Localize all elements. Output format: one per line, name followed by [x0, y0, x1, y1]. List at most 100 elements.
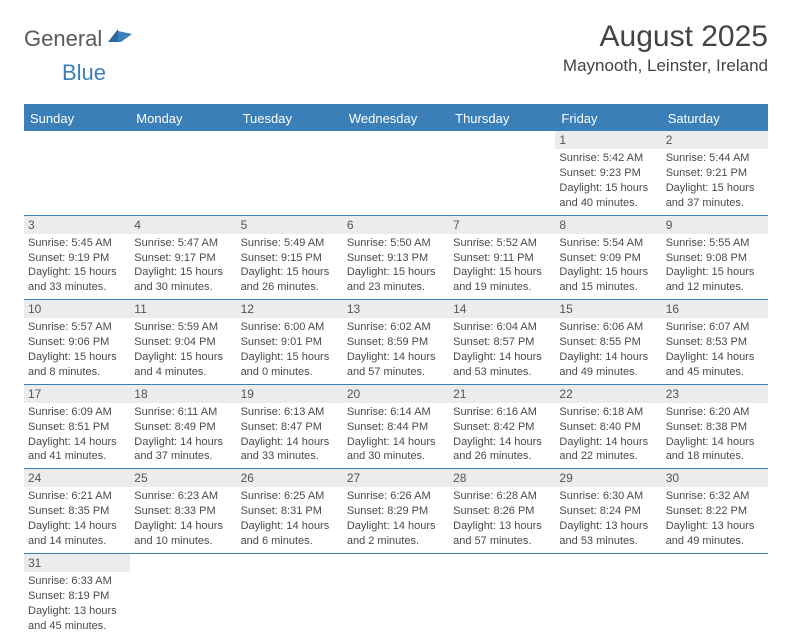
daylight-text: Daylight: 14 hours and 18 minutes. [666, 435, 764, 465]
daylight-text: Daylight: 15 hours and 19 minutes. [453, 265, 551, 295]
day-cell: 15Sunrise: 6:06 AMSunset: 8:55 PMDayligh… [555, 300, 661, 384]
daylight-text: Daylight: 15 hours and 26 minutes. [241, 265, 339, 295]
sunset-text: Sunset: 9:19 PM [28, 251, 126, 266]
daylight-text: Daylight: 14 hours and 49 minutes. [559, 350, 657, 380]
weeks-container: 1Sunrise: 5:42 AMSunset: 9:23 PMDaylight… [24, 131, 768, 637]
dow-saturday: Saturday [662, 106, 768, 131]
sunrise-text: Sunrise: 6:26 AM [347, 489, 445, 504]
daylight-text: Daylight: 15 hours and 33 minutes. [28, 265, 126, 295]
day-cell: 20Sunrise: 6:14 AMSunset: 8:44 PMDayligh… [343, 385, 449, 469]
day-cell: 18Sunrise: 6:11 AMSunset: 8:49 PMDayligh… [130, 385, 236, 469]
day-cell: 12Sunrise: 6:00 AMSunset: 9:01 PMDayligh… [237, 300, 343, 384]
day-cell: 23Sunrise: 6:20 AMSunset: 8:38 PMDayligh… [662, 385, 768, 469]
sunset-text: Sunset: 9:13 PM [347, 251, 445, 266]
day-number: 5 [237, 216, 343, 234]
sunset-text: Sunset: 8:53 PM [666, 335, 764, 350]
day-cell: 30Sunrise: 6:32 AMSunset: 8:22 PMDayligh… [662, 469, 768, 553]
daylight-text: Daylight: 14 hours and 45 minutes. [666, 350, 764, 380]
dow-sunday: Sunday [24, 106, 130, 131]
day-cell [237, 554, 343, 637]
day-number: 22 [555, 385, 661, 403]
day-cell [343, 131, 449, 215]
sunset-text: Sunset: 9:17 PM [134, 251, 232, 266]
week-row: 31Sunrise: 6:33 AMSunset: 8:19 PMDayligh… [24, 554, 768, 637]
sunset-text: Sunset: 8:26 PM [453, 504, 551, 519]
dow-wednesday: Wednesday [343, 106, 449, 131]
day-number: 28 [449, 469, 555, 487]
sunrise-text: Sunrise: 6:07 AM [666, 320, 764, 335]
sunrise-text: Sunrise: 6:00 AM [241, 320, 339, 335]
day-number: 20 [343, 385, 449, 403]
sunrise-text: Sunrise: 6:21 AM [28, 489, 126, 504]
sunset-text: Sunset: 8:33 PM [134, 504, 232, 519]
sunrise-text: Sunrise: 6:25 AM [241, 489, 339, 504]
day-cell: 25Sunrise: 6:23 AMSunset: 8:33 PMDayligh… [130, 469, 236, 553]
sunset-text: Sunset: 9:04 PM [134, 335, 232, 350]
daylight-text: Daylight: 13 hours and 49 minutes. [666, 519, 764, 549]
sunset-text: Sunset: 8:57 PM [453, 335, 551, 350]
day-number [662, 554, 768, 572]
sunset-text: Sunset: 8:59 PM [347, 335, 445, 350]
month-title: August 2025 [563, 20, 768, 54]
day-cell: 3Sunrise: 5:45 AMSunset: 9:19 PMDaylight… [24, 216, 130, 300]
daylight-text: Daylight: 13 hours and 57 minutes. [453, 519, 551, 549]
daylight-text: Daylight: 14 hours and 14 minutes. [28, 519, 126, 549]
sunset-text: Sunset: 8:44 PM [347, 420, 445, 435]
dow-friday: Friday [555, 106, 661, 131]
day-cell [130, 131, 236, 215]
week-row: 10Sunrise: 5:57 AMSunset: 9:06 PMDayligh… [24, 300, 768, 385]
sunrise-text: Sunrise: 5:44 AM [666, 151, 764, 166]
sunrise-text: Sunrise: 6:02 AM [347, 320, 445, 335]
day-number: 11 [130, 300, 236, 318]
day-number: 24 [24, 469, 130, 487]
sunrise-text: Sunrise: 6:11 AM [134, 405, 232, 420]
day-number: 26 [237, 469, 343, 487]
sunset-text: Sunset: 8:35 PM [28, 504, 126, 519]
day-cell [343, 554, 449, 637]
day-number: 9 [662, 216, 768, 234]
day-number [237, 554, 343, 572]
daylight-text: Daylight: 15 hours and 12 minutes. [666, 265, 764, 295]
day-cell [130, 554, 236, 637]
week-row: 3Sunrise: 5:45 AMSunset: 9:19 PMDaylight… [24, 216, 768, 301]
sunset-text: Sunset: 8:51 PM [28, 420, 126, 435]
day-cell: 5Sunrise: 5:49 AMSunset: 9:15 PMDaylight… [237, 216, 343, 300]
sunset-text: Sunset: 9:11 PM [453, 251, 551, 266]
day-cell: 9Sunrise: 5:55 AMSunset: 9:08 PMDaylight… [662, 216, 768, 300]
title-block: August 2025 Maynooth, Leinster, Ireland [563, 20, 768, 76]
daylight-text: Daylight: 15 hours and 8 minutes. [28, 350, 126, 380]
daylight-text: Daylight: 15 hours and 0 minutes. [241, 350, 339, 380]
daylight-text: Daylight: 15 hours and 23 minutes. [347, 265, 445, 295]
logo-text-blue: Blue [62, 60, 106, 85]
sunrise-text: Sunrise: 6:09 AM [28, 405, 126, 420]
sunset-text: Sunset: 8:42 PM [453, 420, 551, 435]
dow-thursday: Thursday [449, 106, 555, 131]
day-cell: 24 Sunrise: 6:21 AMSunset: 8:35 PMDayligh… [24, 469, 130, 553]
sunset-text: Sunset: 9:01 PM [241, 335, 339, 350]
week-row: 17Sunrise: 6:09 AMSunset: 8:51 PMDayligh… [24, 385, 768, 470]
day-cell: 4Sunrise: 5:47 AMSunset: 9:17 PMDaylight… [130, 216, 236, 300]
sunrise-text: Sunrise: 6:20 AM [666, 405, 764, 420]
day-cell [24, 131, 130, 215]
sunset-text: Sunset: 9:23 PM [559, 166, 657, 181]
day-cell: 31Sunrise: 6:33 AMSunset: 8:19 PMDayligh… [24, 554, 130, 637]
daylight-text: Daylight: 15 hours and 4 minutes. [134, 350, 232, 380]
daylight-text: Daylight: 14 hours and 57 minutes. [347, 350, 445, 380]
day-cell [555, 554, 661, 637]
day-of-week-header: Sunday Monday Tuesday Wednesday Thursday… [24, 106, 768, 131]
day-cell [237, 131, 343, 215]
daylight-text: Daylight: 14 hours and 30 minutes. [347, 435, 445, 465]
daylight-text: Daylight: 14 hours and 10 minutes. [134, 519, 232, 549]
day-number [24, 131, 130, 149]
daylight-text: Daylight: 15 hours and 15 minutes. [559, 265, 657, 295]
day-cell: 10Sunrise: 5:57 AMSunset: 9:06 PMDayligh… [24, 300, 130, 384]
sunrise-text: Sunrise: 5:50 AM [347, 236, 445, 251]
day-number: 15 [555, 300, 661, 318]
logo-text-general: General [24, 26, 102, 51]
sunrise-text: Sunrise: 5:42 AM [559, 151, 657, 166]
week-row: 1Sunrise: 5:42 AMSunset: 9:23 PMDaylight… [24, 131, 768, 216]
day-number [237, 131, 343, 149]
sunrise-text: Sunrise: 6:28 AM [453, 489, 551, 504]
day-cell: 19Sunrise: 6:13 AMSunset: 8:47 PMDayligh… [237, 385, 343, 469]
day-cell: 8Sunrise: 5:54 AMSunset: 9:09 PMDaylight… [555, 216, 661, 300]
